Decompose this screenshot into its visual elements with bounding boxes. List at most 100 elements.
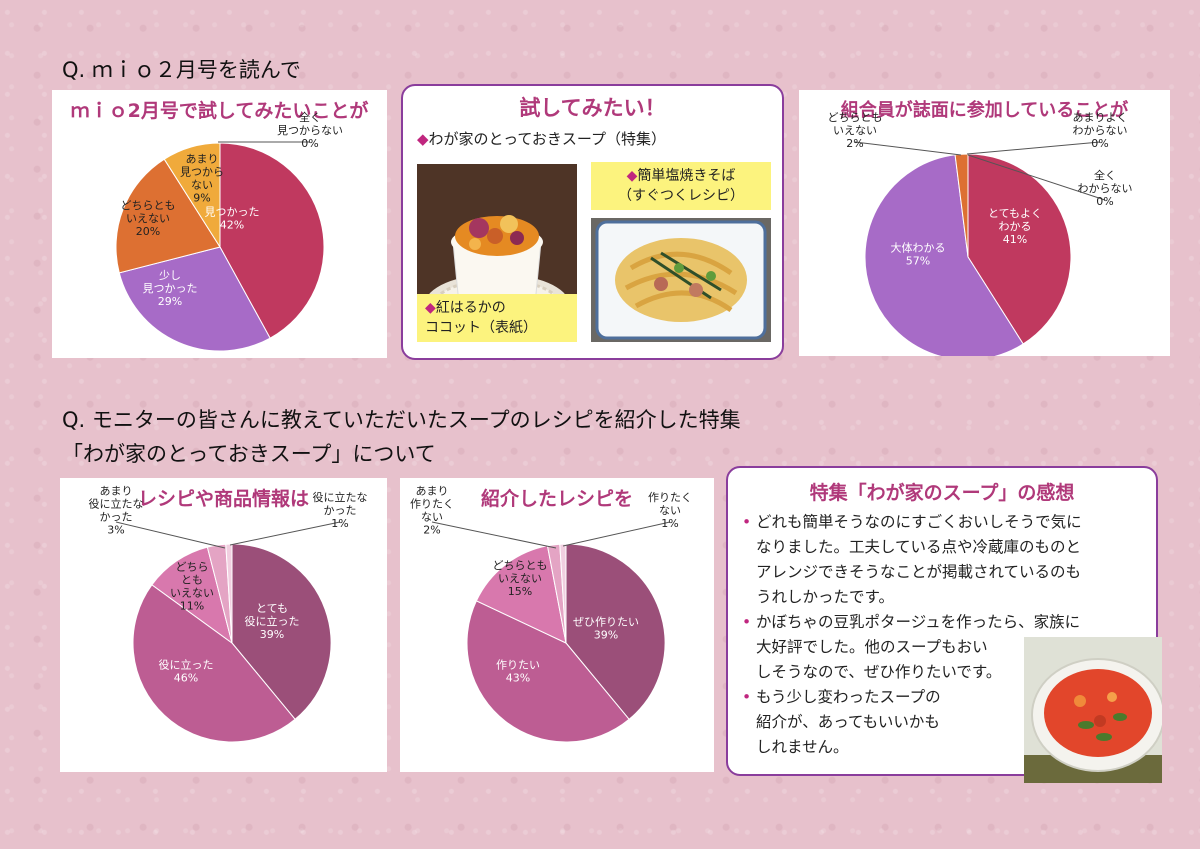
yakisoba-photo (591, 218, 771, 342)
slice-label-line: あまりよく (1073, 111, 1128, 124)
bullet-icon: • (742, 513, 752, 531)
slice-label-line: 役に立った (245, 614, 300, 628)
comment-line: 紹介が、あってもいいかも (756, 713, 940, 731)
slice-label-line: ない (421, 511, 443, 524)
slice-percent: 0% (1091, 137, 1108, 150)
comment-item: • もう少し変わったスープの 紹介が、あってもいいかも しれません。 (742, 685, 1122, 760)
slice-label-line: 全く (299, 110, 321, 124)
slice-label: どちらともいえない 15% (493, 559, 548, 598)
question-2-line1: Q. モニターの皆さんに教えていただいたスープのレシピを紹介した特集 (62, 408, 741, 432)
comment-panel-title: 特集「わが家のスープ」の感想 (809, 482, 1075, 504)
slice-percent: 2% (423, 524, 440, 537)
slice-label: とてもよくわかる 41% (988, 207, 1042, 246)
pie-slice (163, 142, 221, 249)
slice-label: 全くわからない 0% (1078, 168, 1133, 208)
slice-label: 見つかった 42% (205, 206, 260, 232)
slice-label-line: 役に立たな (89, 497, 144, 511)
comment-line: アレンジできそうなことが掲載されているのも (756, 563, 1082, 581)
slice-label-line: 見つかった (143, 282, 198, 295)
slice-label: あまりよくわからない 0% (1073, 111, 1128, 150)
chart-title-usefulness: レシピや商品情報は (137, 488, 309, 510)
chart-panel-usefulness: レシピや商品情報は とても役に立った 39% 役に立った 46% どちらともいえない 11… (60, 478, 387, 772)
slice-percent: 20% (136, 225, 160, 238)
slice-label: 少し見つかった 29% (143, 269, 198, 308)
pie-slice (225, 543, 233, 644)
slice-percent: 57% (906, 255, 930, 268)
diamond-icon: ◆ (626, 168, 638, 184)
slice-label: あまり作りたくない 2% (410, 485, 454, 537)
leader-line (229, 521, 341, 546)
comment-line: かぼちゃの豆乳ポタージュを作ったら、家族に (756, 613, 1081, 631)
recipe2-line2: （すぐつくレシピ） (618, 188, 744, 204)
slice-label: どちらともいえない 20% (121, 199, 176, 238)
slice-percent: 29% (158, 295, 182, 308)
slice-label-line: どちらとも (121, 199, 176, 212)
slice-label: ぜひ作りたい 39% (573, 616, 639, 642)
slice-percent: 39% (260, 628, 284, 641)
leader-line (431, 521, 557, 549)
chart-title-try: ｍｉｏ2月号で試してみたいことが (70, 100, 369, 122)
pie-chart-usefulness: とても役に立った 39%役に立った 46%どちらともいえない 11%あまり役に立たなか… (89, 485, 368, 743)
leader-line (854, 141, 962, 156)
slice-label-line: わからない (1078, 182, 1133, 195)
leader-line (115, 521, 226, 549)
leader-line (966, 141, 1101, 155)
slice-label-line: いえない (498, 572, 542, 585)
pie-chart-want-to-make: ぜひ作りたい 39% 作りたい 43% どちらともいえない 15% あまり作りたくない 2% 作… (410, 485, 692, 743)
comment-line: なりました。工夫している点や冷蔵庫のものと (756, 538, 1082, 556)
slice-label-line: かった (100, 511, 133, 524)
chart-title-participation: 組合員が誌面に参加していることが (840, 100, 1129, 121)
slice-label-line: 大体わかる (891, 241, 946, 255)
chart-title-want-to-make: 紹介したレシピを (480, 488, 633, 510)
slice-label-line: どちらとも (828, 111, 883, 124)
pie-slice (967, 153, 1072, 345)
slice-label-line: 見つかった (205, 206, 260, 219)
try-panel: 試してみたい！ ◆わが家のとっておきスープ（特集） ◆紅はるかの ココット（表紙… (401, 84, 784, 360)
slice-label: あまり見つからない 9% (180, 153, 224, 205)
slice-label: 全く見つからない 0% (277, 110, 343, 150)
slice-label-line: とも (181, 574, 203, 587)
try-panel-title: 試してみたい！ (519, 96, 666, 120)
comment-line: もう少し変わったスープの (756, 688, 941, 706)
slice-label-line: いえない (126, 212, 170, 225)
pie-chart-try: 見つかった 42%少し見つかった 29%どちらともいえない 20%あまり見つからない 9… (115, 110, 343, 352)
slice-percent: 0% (1096, 195, 1113, 208)
slice-label-line: わかる (999, 220, 1032, 233)
comment-line: うれしかったです。 (756, 588, 894, 606)
slice-percent: 0% (301, 137, 318, 150)
slice-label: 作りたくない 1% (648, 491, 692, 530)
leader-line (562, 521, 671, 547)
slice-percent: 46% (174, 672, 198, 685)
cocotte-callout: ◆紅はるかの ココット（表紙） (417, 294, 577, 342)
bullet-icon: • (742, 688, 752, 706)
slice-label: あまり役に立たなかった 3% (89, 485, 144, 537)
slice-label-line: 作りたい (496, 659, 540, 672)
slice-percent: 3% (107, 524, 124, 537)
chart-panel-try: ｍｉｏ2月号で試してみたいことが 見つかった 42% 少し見つかった 29% どちらとも… (52, 90, 387, 358)
slice-label: 作りたい 43% (496, 659, 540, 685)
yakisoba-callout: ◆簡単塩焼きそば （すぐつくレシピ） (591, 162, 771, 210)
slice-label-line: わからない (1073, 124, 1128, 137)
recipe1-line2: ココット（表紙） (425, 320, 537, 336)
slice-label-line: あまり (186, 153, 219, 166)
diamond-icon: ◆ (417, 130, 429, 148)
try-panel-subtitle: ◆わが家のとっておきスープ（特集） (417, 128, 666, 149)
question-1: Q. ｍｉｏ２月号を読んで (62, 58, 301, 82)
diamond-icon: ◆ (425, 300, 436, 316)
pie-slice (475, 545, 567, 644)
slice-percent: 39% (594, 629, 618, 642)
pie-slice (231, 543, 332, 720)
slice-label-line: 役に立った (159, 658, 214, 672)
recipe1-line1: 紅はるかの (435, 300, 506, 316)
pie-slice (118, 246, 271, 352)
slice-label-line: いえない (170, 587, 214, 600)
comment-line: しそうなので、ぜひ作りたいです。 (756, 663, 1002, 681)
chart-panel-want-to-make: 紹介したレシピを ぜひ作りたい 39% 作りたい 43% どちらともいえない 15% あまり… (400, 478, 714, 772)
slice-label: とても役に立った 39% (245, 602, 300, 641)
soup-illustration-icon (1024, 637, 1162, 783)
slice-percent: 15% (508, 585, 532, 598)
comment-item: • どれも簡単そうなのにすごくおいしそうで気に なりました。工夫している点や冷蔵庫の… (742, 510, 1122, 610)
chart-panel-participation: 組合員が誌面に参加していることが とてもよくわかる 41% 大体わかる 57% どちらと… (799, 90, 1170, 356)
slice-label-line: 見つから (180, 166, 224, 179)
comment-line: どれも簡単そうなのにすごくおいしそうで気に (756, 513, 1082, 531)
